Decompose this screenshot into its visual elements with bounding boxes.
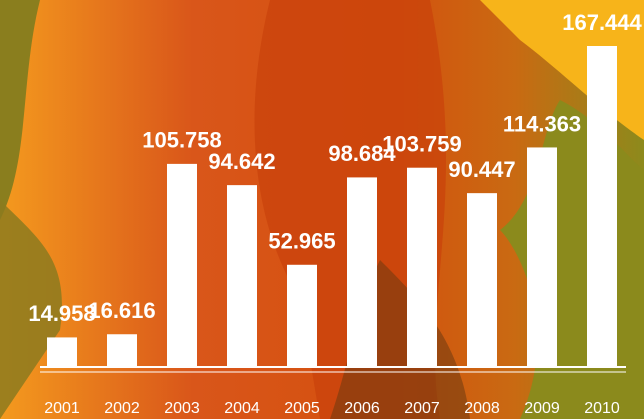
bar [227,185,257,366]
value-label: 167.444 [562,10,642,35]
x-tick-label: 2008 [464,400,500,417]
value-label: 94.642 [208,149,275,174]
bar [47,337,77,366]
x-tick-label: 2004 [224,400,260,417]
value-label: 90.447 [448,157,515,182]
value-label: 103.759 [382,132,462,157]
bar [287,265,317,366]
bar [407,168,437,366]
x-tick-label: 2003 [164,400,200,417]
value-label: 16.616 [88,298,155,323]
value-label: 114.363 [503,111,581,136]
bar [347,177,377,366]
chart: 14.958200116.6162002105.758200394.642200… [0,0,644,419]
bar [467,193,497,366]
value-label: 14.958 [28,301,95,326]
bar [527,147,557,366]
x-tick-label: 2007 [404,400,440,417]
bar [107,334,137,366]
x-tick-label: 2009 [524,400,560,417]
x-tick-label: 2002 [104,400,140,417]
x-tick-label: 2010 [584,400,620,417]
x-tick-label: 2006 [344,400,380,417]
value-label: 52.965 [268,229,335,254]
x-tick-label: 2001 [44,400,80,417]
x-tick-label: 2005 [284,400,320,417]
bar [167,164,197,366]
bar [587,46,617,366]
